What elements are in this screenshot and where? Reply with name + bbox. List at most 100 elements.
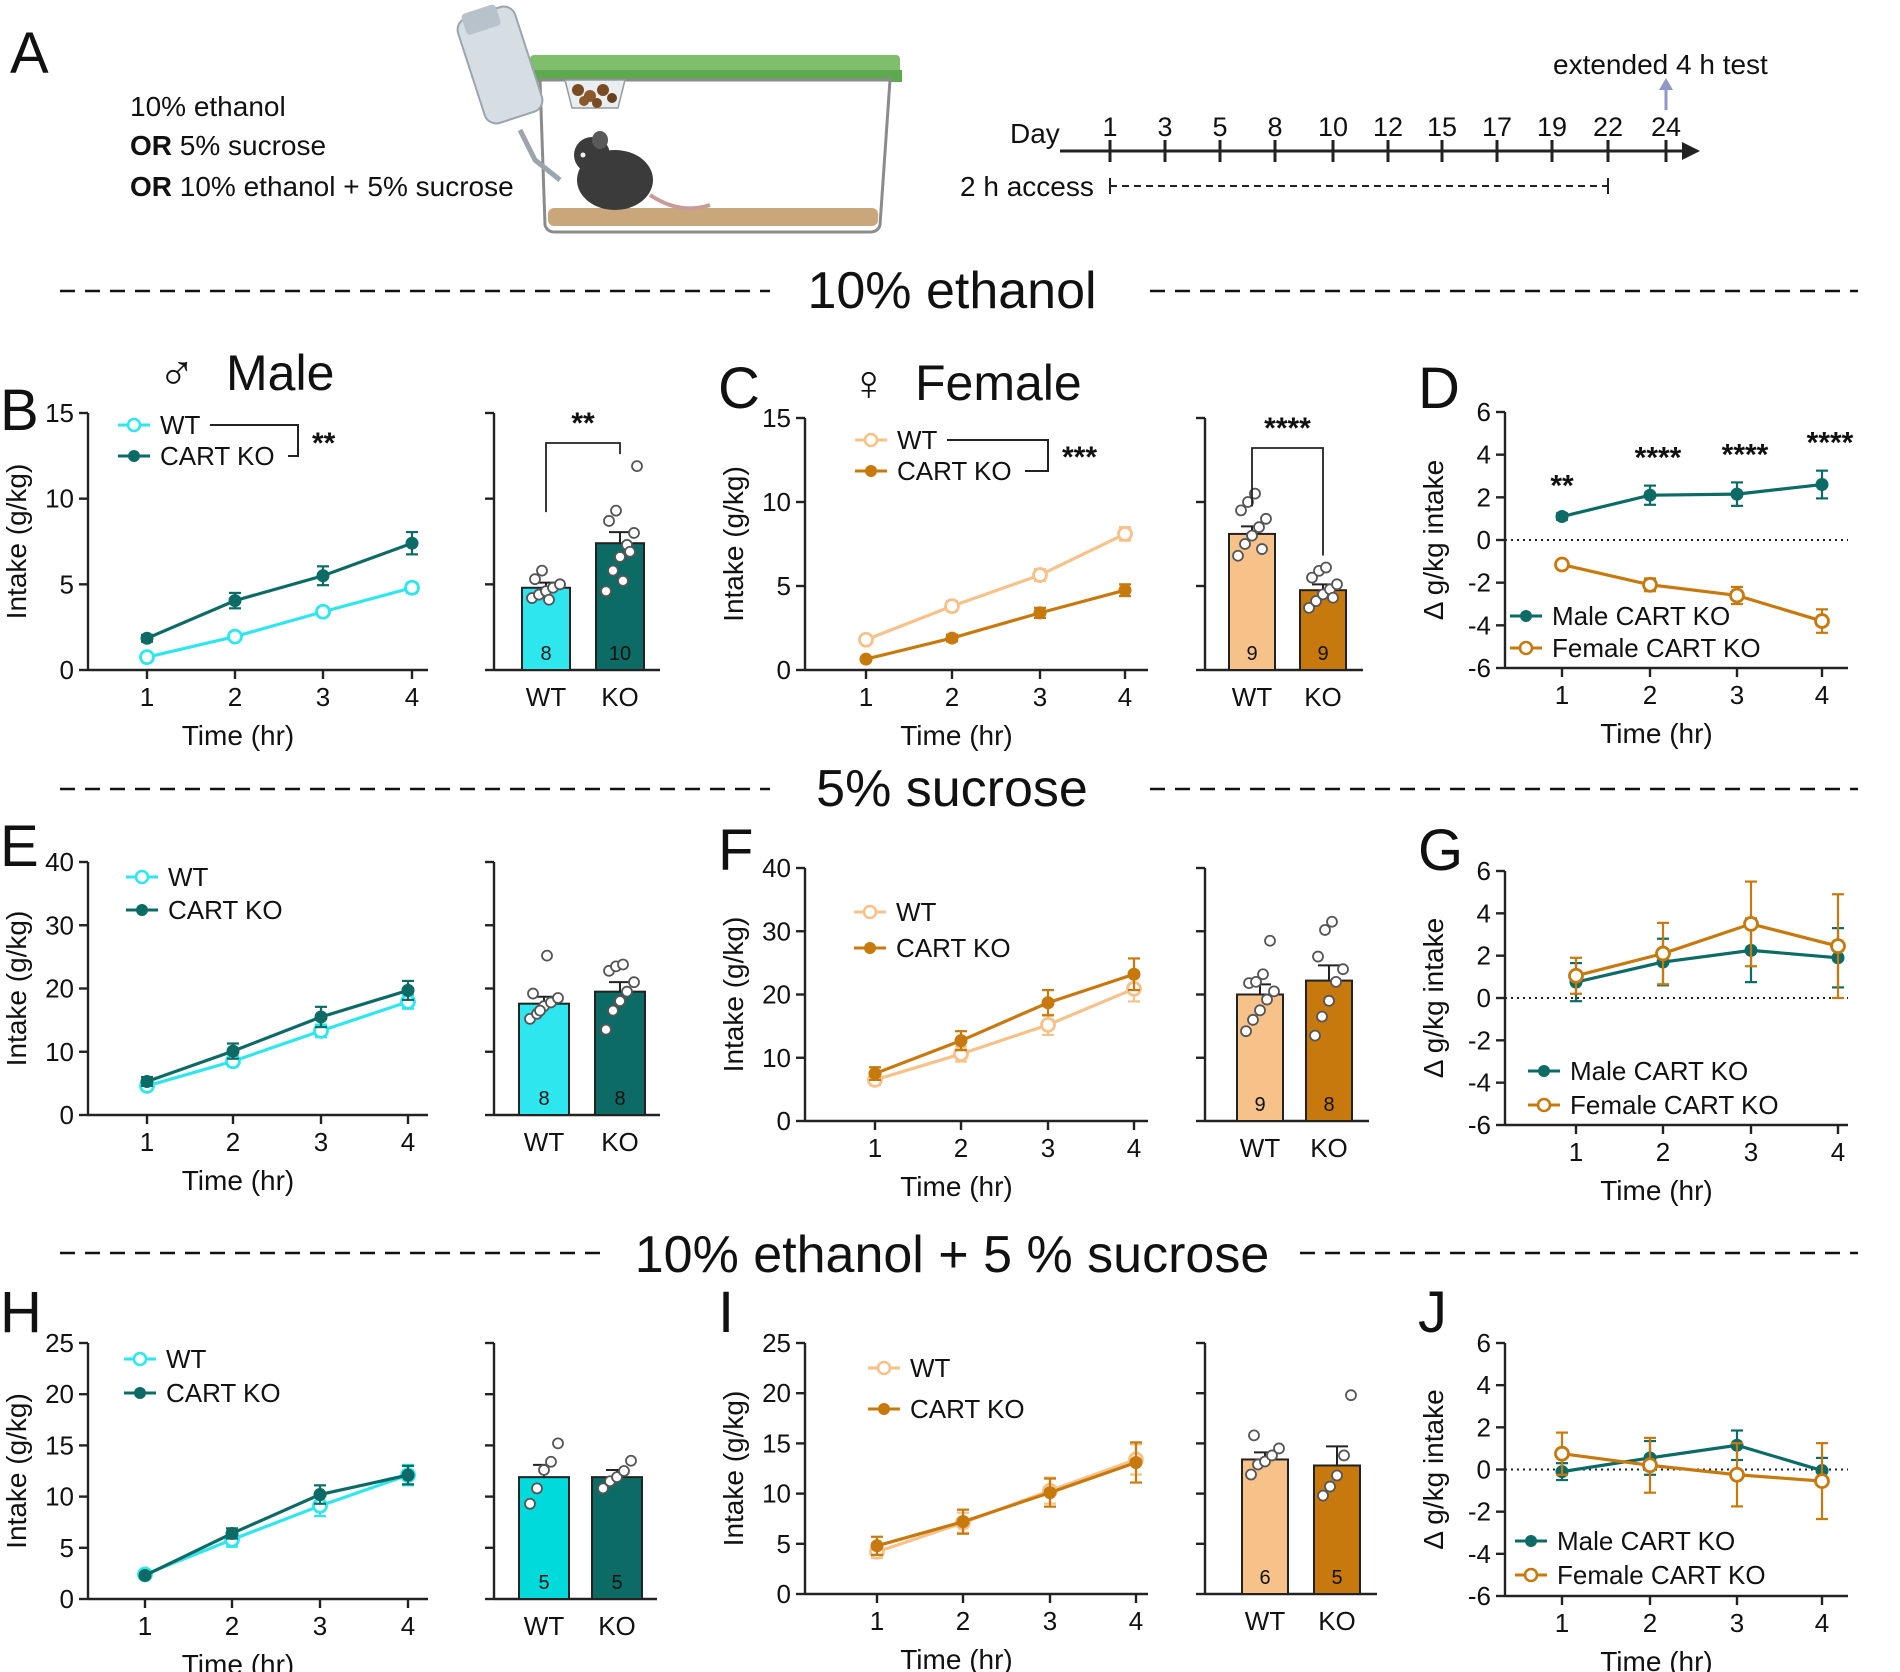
individual-point bbox=[1323, 994, 1335, 1007]
x-axis-label: Time (hr) bbox=[900, 1171, 1013, 1202]
y-axis-label: Intake (g/kg) bbox=[1, 1393, 32, 1549]
bar-chart-c: 9 WT 9 KO **** bbox=[1196, 412, 1363, 712]
individual-point bbox=[618, 1465, 630, 1477]
timeline: Day 1 3 5 8 10 12 15 17 19 22 24 2 h access extend… bbox=[960, 49, 1768, 202]
x-tick-label: 1 bbox=[138, 1611, 152, 1641]
individual-point bbox=[614, 995, 626, 1008]
individual-point bbox=[628, 976, 640, 989]
data-point bbox=[1127, 967, 1141, 981]
category-label: WT bbox=[524, 1127, 565, 1157]
timeline-day: 12 bbox=[1373, 112, 1403, 142]
y-axis-label: Intake (g/kg) bbox=[1, 464, 32, 620]
data-point bbox=[401, 1468, 415, 1482]
individual-point bbox=[1320, 561, 1332, 574]
panel-label-h: H bbox=[0, 1280, 42, 1345]
individual-point bbox=[631, 460, 643, 473]
male-heading: Male bbox=[226, 345, 334, 401]
solution-2: OR 5% sucrose bbox=[130, 130, 326, 161]
individual-point bbox=[614, 551, 626, 563]
individual-point bbox=[1248, 1429, 1260, 1442]
individual-point bbox=[617, 958, 629, 971]
legend-label: Female CART KO bbox=[1552, 633, 1761, 663]
series-male-cart-ko bbox=[1555, 469, 1829, 524]
series-line bbox=[146, 988, 409, 1083]
y-tick-label: 10 bbox=[762, 1479, 791, 1509]
data-point bbox=[870, 1539, 884, 1553]
x-axis-label: Time (hr) bbox=[900, 720, 1013, 751]
individual-point bbox=[552, 992, 564, 1004]
series-wt bbox=[867, 975, 1142, 1088]
y-axis-label: Intake (g/kg) bbox=[1, 911, 32, 1067]
x-axis-label: Time (hr) bbox=[1600, 1646, 1713, 1672]
series-line bbox=[144, 1473, 409, 1577]
data-point bbox=[954, 1034, 968, 1048]
x-tick-label: 1 bbox=[868, 1133, 882, 1163]
individual-point bbox=[1326, 915, 1338, 928]
data-point bbox=[1033, 606, 1047, 620]
timeline-test-label: extended 4 h test bbox=[1553, 49, 1768, 80]
y-axis-label: Δ g/kg intake bbox=[1418, 918, 1449, 1078]
y-tick-label: 15 bbox=[762, 403, 791, 433]
data-point bbox=[140, 1074, 154, 1088]
y-tick-label: 15 bbox=[45, 1430, 74, 1460]
data-point bbox=[140, 631, 154, 645]
individual-point bbox=[554, 578, 566, 591]
x-tick-label: 4 bbox=[401, 1611, 415, 1641]
x-tick-label: 3 bbox=[1041, 1133, 1055, 1163]
series-line bbox=[865, 588, 1126, 661]
significance-label: ** bbox=[571, 407, 595, 440]
individual-point bbox=[1312, 950, 1324, 963]
x-tick-label: 3 bbox=[1730, 1608, 1744, 1638]
data-point bbox=[315, 603, 331, 620]
category-label: KO bbox=[1310, 1133, 1348, 1163]
data-point bbox=[944, 598, 960, 615]
x-tick-label: 2 bbox=[1643, 680, 1657, 710]
bar-ko bbox=[1313, 1464, 1361, 1596]
solution-1: 10% ethanol bbox=[130, 91, 286, 122]
individual-point bbox=[1246, 529, 1258, 542]
section-header-combo: 10% ethanol + 5 % sucrose bbox=[60, 1226, 1858, 1284]
significance-label: **** bbox=[1722, 438, 1769, 471]
data-point bbox=[228, 594, 242, 608]
data-point bbox=[1815, 478, 1829, 492]
y-tick-label: 0 bbox=[1477, 1455, 1491, 1485]
series-line bbox=[1575, 922, 1839, 978]
data-point bbox=[1032, 567, 1048, 583]
timeline-day: 22 bbox=[1593, 112, 1623, 142]
section-title-sucrose: 5% sucrose bbox=[816, 760, 1088, 818]
x-tick-label: 4 bbox=[405, 682, 419, 712]
series-cart-ko bbox=[868, 957, 1141, 1081]
x-tick-label: 1 bbox=[1569, 1137, 1583, 1167]
y-tick-label: 5 bbox=[777, 1529, 791, 1559]
individual-point bbox=[603, 515, 615, 527]
y-tick-label: 10 bbox=[762, 1043, 791, 1073]
data-point bbox=[226, 1044, 240, 1058]
y-axis-label: Intake (g/kg) bbox=[718, 917, 749, 1073]
series-line bbox=[874, 972, 1135, 1076]
individual-point bbox=[1261, 993, 1273, 1006]
series-wt bbox=[869, 1443, 1144, 1560]
y-axis-label: Δ g/kg intake bbox=[1418, 1389, 1449, 1549]
line-chart-g: -6 -4 -2 0 2 4 6 1 2 3 4 Time (hr) Δ g/kg intake Male… bbox=[1418, 856, 1848, 1206]
sample-size-label: 10 bbox=[609, 643, 631, 665]
female-symbol: ♀ bbox=[850, 355, 888, 411]
panel-label-d: D bbox=[1418, 356, 1460, 421]
y-axis-label: Intake (g/kg) bbox=[718, 1391, 749, 1547]
individual-point bbox=[1337, 963, 1349, 976]
data-point bbox=[1041, 996, 1055, 1010]
individual-point bbox=[1245, 1468, 1257, 1481]
line-chart-e: 0 10 20 30 40 1 2 3 4 Time (hr) Intake (g/kg) WTCAR… bbox=[1, 847, 428, 1196]
series-line bbox=[1561, 562, 1823, 623]
y-tick-label: 20 bbox=[762, 980, 791, 1010]
legend-marker bbox=[134, 1387, 146, 1399]
y-tick-label: 5 bbox=[60, 1533, 74, 1563]
individual-point bbox=[600, 1023, 612, 1036]
sample-size-label: 9 bbox=[1317, 643, 1328, 665]
individual-point bbox=[1316, 1010, 1328, 1023]
timeline-access-label: 2 h access bbox=[960, 171, 1094, 202]
x-tick-label: 3 bbox=[1033, 682, 1047, 712]
line-chart-i: 0 5 10 15 20 25 1 2 3 4 Time (hr) Intake (g/kg) WT CA… bbox=[718, 1328, 1148, 1672]
category-label: KO bbox=[598, 1611, 636, 1641]
